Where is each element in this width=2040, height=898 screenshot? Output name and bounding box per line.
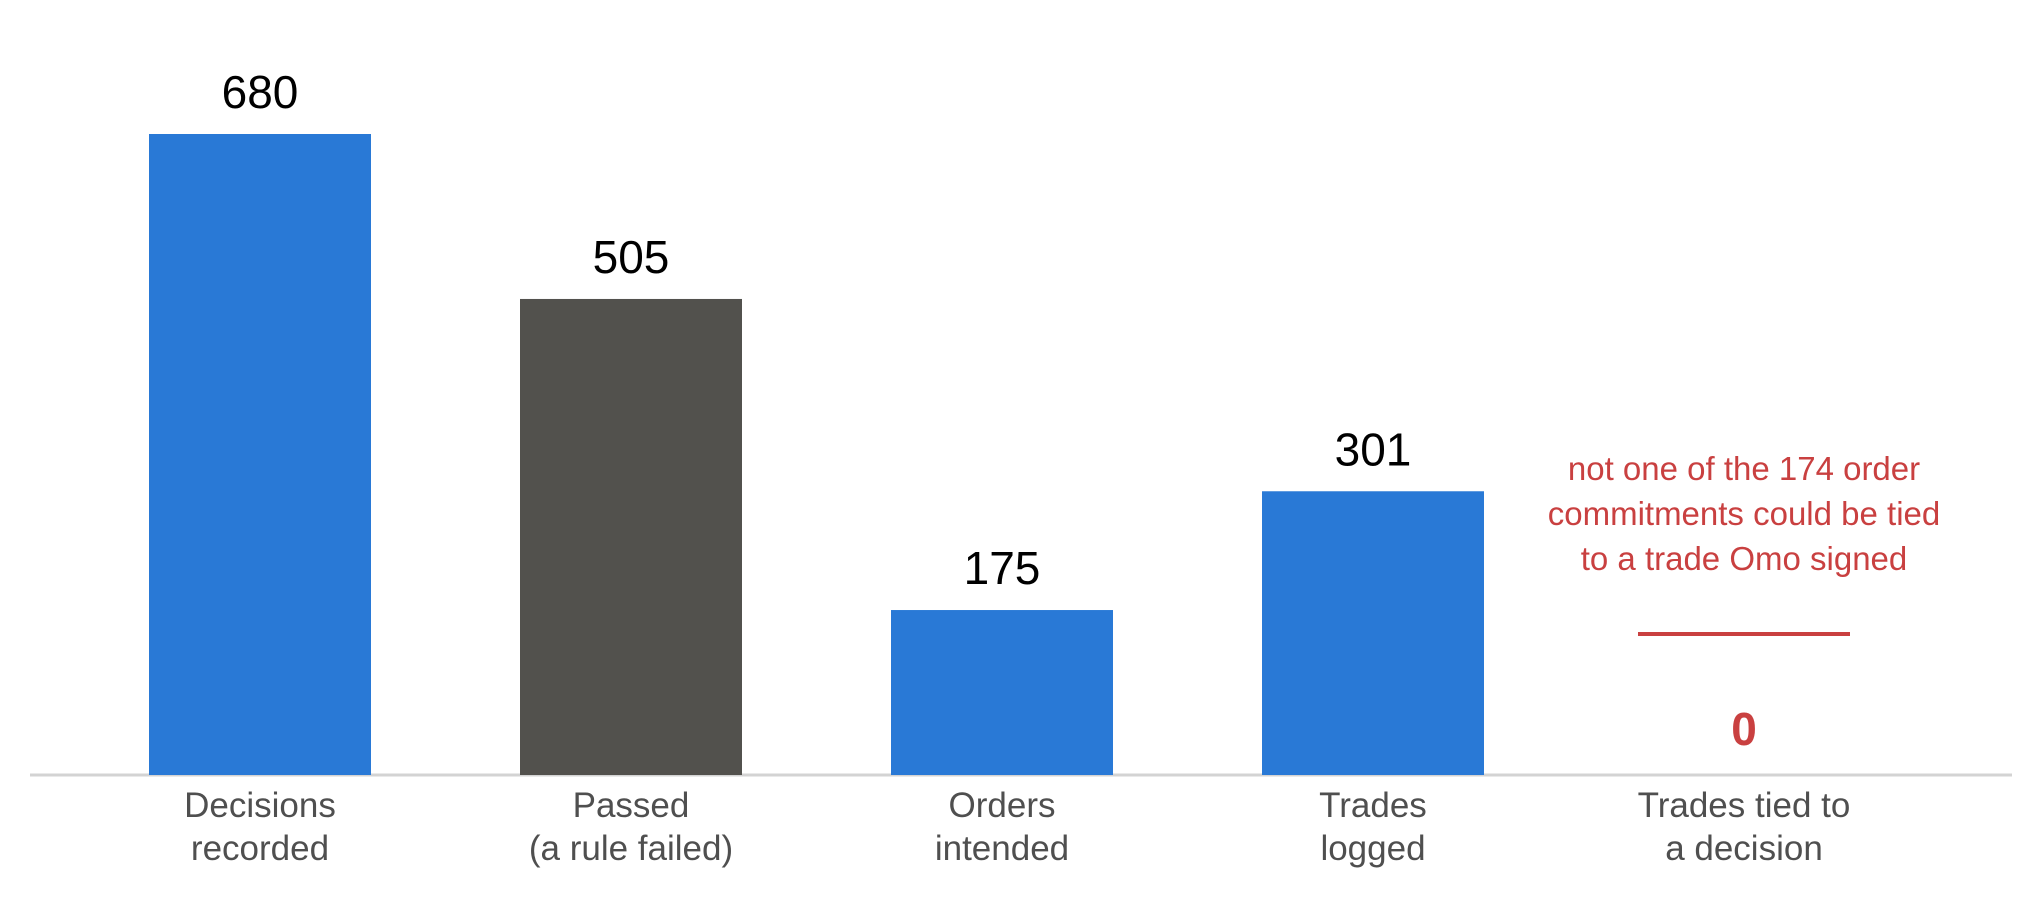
annotation-line-2: commitments could be tied (1548, 495, 1941, 532)
category-label-4-line-1: Trades tied to (1638, 786, 1851, 825)
category-label-3-line-2: logged (1320, 829, 1425, 868)
category-label-1-line-2: (a rule failed) (529, 829, 733, 868)
annotation-line-1: not one of the 174 order (1568, 450, 1920, 487)
bar-2 (891, 610, 1113, 775)
category-label-1-line-1: Passed (573, 786, 690, 825)
bar-0 (149, 134, 371, 775)
bar-3 (1262, 491, 1484, 775)
category-label-0-line-1: Decisions (184, 786, 336, 825)
value-label-4: 0 (1731, 703, 1757, 755)
annotation-note: not one of the 174 order commitments cou… (1548, 450, 1941, 636)
category-label-0-line-2: recorded (191, 829, 329, 868)
category-label-4-line-2: a decision (1665, 829, 1823, 868)
category-label-2-line-1: Orders (949, 786, 1056, 825)
annotation-line-3: to a trade Omo signed (1581, 540, 1908, 577)
bar-1 (520, 298, 742, 775)
value-label-3: 301 (1335, 423, 1412, 475)
value-label-0: 680 (222, 66, 299, 118)
value-label-1: 505 (593, 231, 670, 283)
category-label-2-line-2: intended (935, 829, 1069, 868)
value-label-2: 175 (964, 542, 1041, 594)
category-label-3-line-1: Trades (1319, 786, 1427, 825)
